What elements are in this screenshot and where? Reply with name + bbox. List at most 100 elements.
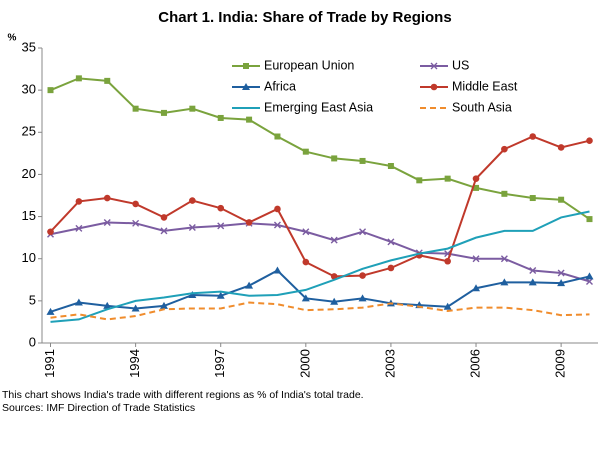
marker — [557, 279, 566, 287]
marker — [274, 205, 281, 213]
legend-label: Africa — [264, 79, 296, 93]
marker — [47, 87, 54, 94]
marker — [501, 145, 508, 153]
marker — [302, 148, 309, 155]
series-line — [50, 77, 591, 220]
y-tick-label: 10 — [22, 250, 36, 265]
marker — [528, 278, 537, 286]
x-tick-label: 2009 — [553, 349, 568, 378]
marker — [75, 198, 83, 205]
x-tick-label: 2006 — [467, 349, 482, 378]
marker — [75, 75, 82, 82]
series-line — [50, 301, 590, 321]
x-tick-label: 2000 — [297, 349, 312, 378]
x-tick-label: 1994 — [127, 349, 142, 378]
y-tick-label: 25 — [22, 124, 36, 139]
legend-label: European Union — [264, 58, 354, 72]
marker — [387, 163, 394, 169]
marker — [217, 222, 225, 230]
marker — [558, 196, 565, 203]
y-unit: % — [8, 33, 17, 44]
marker — [160, 227, 168, 235]
marker — [47, 228, 54, 236]
marker — [242, 83, 250, 90]
marker — [330, 297, 339, 305]
marker — [359, 272, 366, 279]
marker — [444, 257, 451, 265]
marker — [387, 264, 395, 272]
series-line — [50, 221, 590, 283]
legend-label: Emerging East Asia — [264, 100, 373, 114]
marker — [132, 200, 139, 208]
marker — [160, 214, 168, 221]
marker — [358, 294, 367, 302]
marker — [430, 62, 438, 70]
marker — [331, 155, 338, 162]
y-tick-label: 5 — [29, 292, 36, 307]
marker — [131, 304, 140, 312]
marker — [103, 218, 111, 226]
marker — [443, 302, 452, 310]
marker — [273, 221, 281, 229]
marker — [472, 255, 480, 263]
x-tick-label: 1997 — [212, 349, 227, 378]
marker — [416, 177, 423, 184]
marker — [217, 114, 224, 121]
marker — [586, 137, 593, 145]
marker — [189, 105, 196, 112]
marker — [529, 267, 537, 275]
y-tick-label: 30 — [22, 82, 36, 97]
marker — [585, 272, 594, 280]
legend-label: South Asia — [452, 100, 512, 114]
marker — [132, 219, 140, 227]
marker — [246, 116, 253, 123]
marker — [132, 105, 139, 112]
marker — [301, 294, 310, 302]
marker — [188, 224, 196, 232]
note: This chart shows India's trade with diff… — [2, 389, 364, 401]
marker — [557, 144, 565, 151]
marker — [500, 255, 508, 263]
y-tick-label: 20 — [22, 166, 36, 181]
marker — [189, 197, 196, 204]
marker — [103, 301, 112, 309]
marker — [245, 281, 254, 289]
x-tick-label: 1991 — [42, 349, 57, 378]
marker — [243, 63, 249, 69]
marker — [529, 133, 537, 140]
marker — [359, 228, 367, 236]
marker — [302, 228, 310, 236]
y-tick-label: 15 — [22, 208, 36, 223]
marker — [274, 133, 281, 140]
marker — [500, 278, 509, 286]
marker — [501, 190, 508, 197]
series-line — [50, 210, 590, 323]
marker — [444, 175, 451, 182]
marker — [330, 273, 338, 280]
y-tick-label: 0 — [29, 334, 36, 349]
marker — [160, 109, 167, 116]
chart-title: Chart 1. India: Share of Trade by Region… — [158, 9, 451, 26]
marker — [359, 157, 366, 164]
marker — [46, 307, 55, 315]
y-tick-label: 35 — [22, 39, 36, 54]
marker — [273, 266, 282, 274]
marker — [472, 175, 480, 182]
series-line — [49, 135, 590, 278]
marker — [387, 238, 395, 246]
series-line — [50, 269, 590, 313]
marker — [104, 77, 111, 84]
marker — [216, 291, 225, 299]
marker — [159, 301, 168, 309]
marker — [557, 269, 565, 277]
marker — [245, 219, 253, 226]
note: Sources: IMF Direction of Trade Statisti… — [2, 402, 195, 414]
marker — [473, 184, 480, 191]
marker — [103, 194, 111, 202]
marker — [330, 236, 338, 244]
marker — [586, 216, 593, 223]
legend-label: US — [452, 58, 469, 72]
x-tick-label: 2003 — [382, 349, 397, 378]
marker — [529, 195, 536, 202]
